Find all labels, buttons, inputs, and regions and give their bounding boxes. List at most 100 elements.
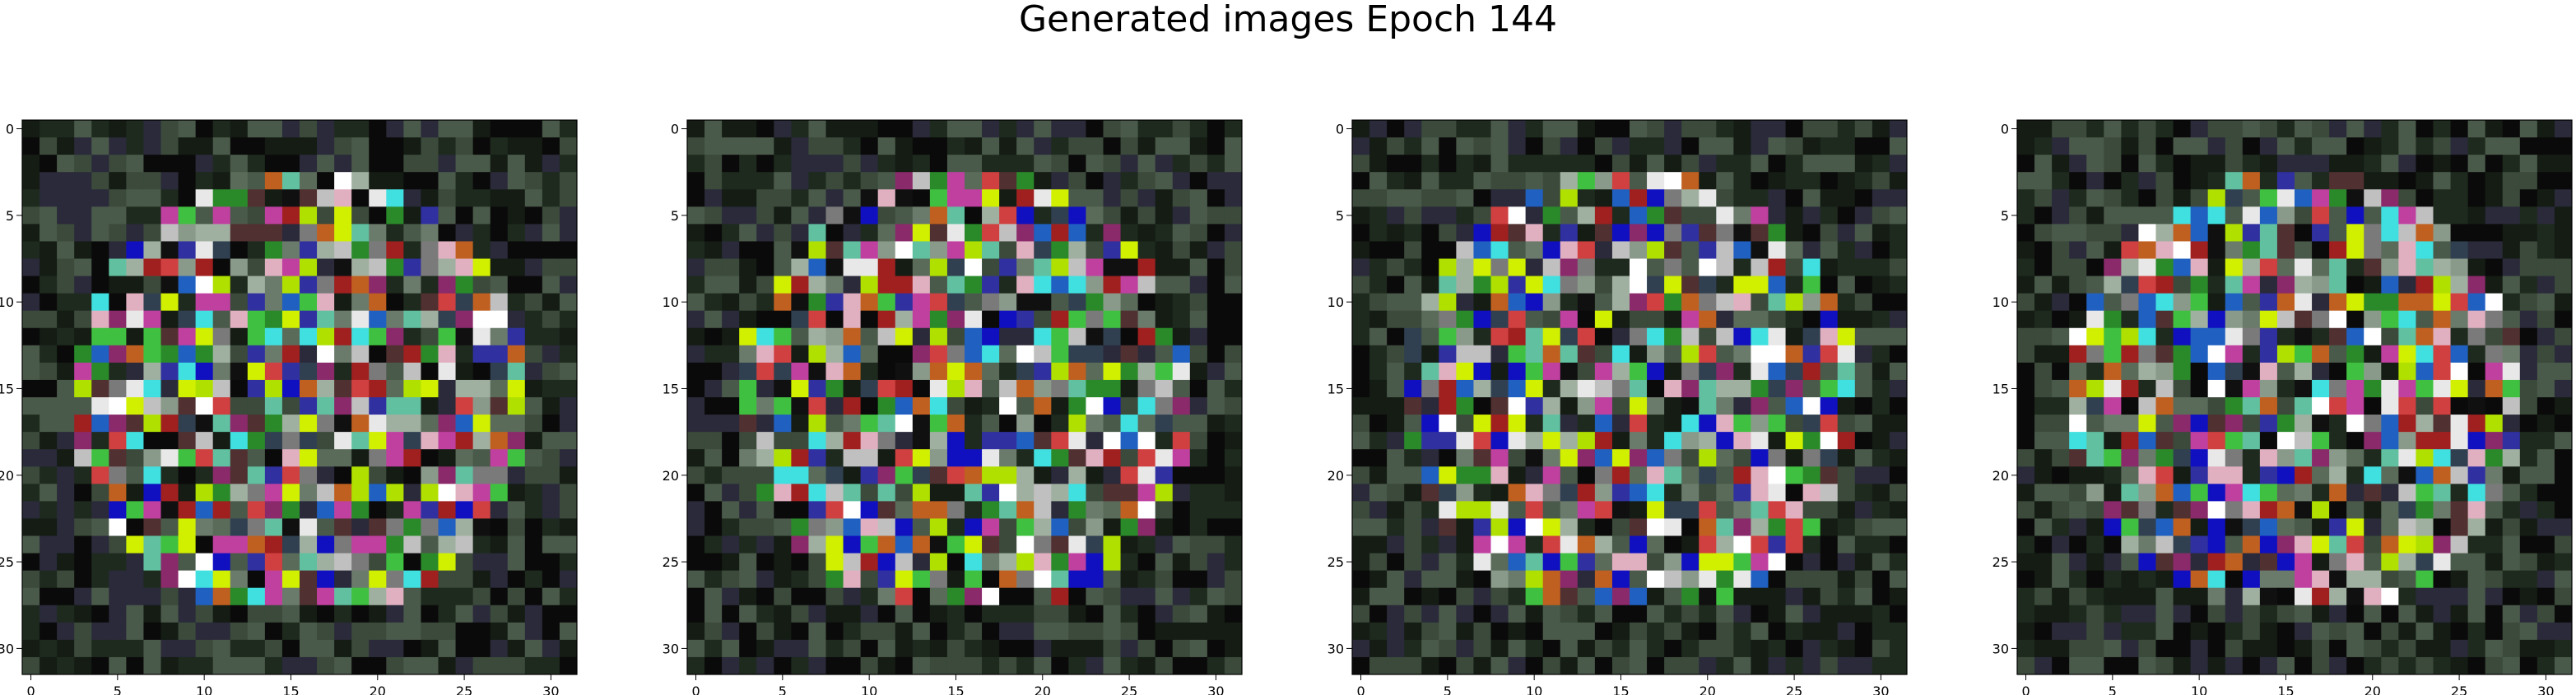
- pixel: [334, 605, 352, 623]
- pixel: [1387, 449, 1405, 467]
- pixel: [1716, 518, 1734, 536]
- pixel: [2416, 120, 2434, 138]
- pixel: [247, 137, 266, 155]
- pixel: [1611, 293, 1630, 312]
- pixel: [1681, 206, 1700, 225]
- pixel: [212, 362, 231, 381]
- pixel: [2536, 379, 2555, 398]
- pixel: [542, 484, 560, 502]
- pixel: [421, 432, 439, 450]
- pixel: [2554, 432, 2573, 450]
- pixel: [2398, 656, 2416, 675]
- pixel: [2069, 518, 2087, 536]
- pixel: [1820, 137, 1839, 155]
- pixel: [999, 397, 1017, 415]
- pixel: [774, 379, 792, 398]
- pixel: [281, 553, 300, 572]
- pixel: [1681, 345, 1700, 364]
- pixel: [126, 484, 144, 502]
- pixel: [843, 224, 862, 242]
- pixel: [2104, 605, 2122, 623]
- pixel: [126, 379, 144, 398]
- pixel: [2467, 518, 2486, 536]
- pixel: [1716, 362, 1734, 381]
- pixel: [982, 484, 1000, 502]
- pixel: [929, 656, 948, 675]
- pixel: [1224, 639, 1243, 658]
- pixel: [756, 379, 774, 398]
- pixel: [965, 258, 983, 277]
- pixel: [2155, 120, 2174, 138]
- pixel: [2225, 518, 2244, 536]
- pixel: [109, 137, 127, 155]
- pixel: [2086, 587, 2104, 606]
- pixel: [212, 484, 231, 502]
- pixel: [895, 587, 914, 606]
- pixel: [1681, 362, 1700, 381]
- pixel: [895, 466, 914, 484]
- pixel: [2450, 258, 2469, 277]
- pixel: [2329, 345, 2347, 364]
- pixel: [1751, 362, 1769, 381]
- pixel: [1352, 415, 1370, 433]
- pixel: [2416, 518, 2434, 536]
- pixel: [1051, 293, 1069, 312]
- pixel: [1872, 587, 1890, 606]
- pixel: [739, 224, 757, 242]
- pixel: [1155, 656, 1174, 675]
- pixel: [160, 501, 179, 519]
- pixel: [1681, 639, 1700, 658]
- pixel: [1854, 120, 1873, 138]
- pixel: [704, 587, 723, 606]
- pixel: [912, 415, 931, 433]
- pixel: [2155, 397, 2174, 415]
- pixel: [1172, 449, 1191, 467]
- pixel: [2259, 466, 2278, 484]
- pixel: [895, 570, 914, 589]
- pixel: [2554, 415, 2573, 433]
- pixel: [472, 587, 491, 606]
- pixel: [2485, 466, 2504, 484]
- pixel: [2433, 224, 2452, 242]
- pixel: [1508, 137, 1527, 155]
- x-tick-label: 20: [370, 683, 386, 695]
- pixel: [2467, 622, 2486, 641]
- pixel: [438, 206, 457, 225]
- pixel: [178, 570, 197, 589]
- pixel: [91, 155, 109, 173]
- pixel: [57, 327, 75, 346]
- pixel: [2173, 553, 2192, 572]
- pixel: [369, 310, 387, 329]
- pixel: [2398, 622, 2416, 641]
- pixel: [2207, 432, 2226, 450]
- pixel: [1889, 172, 1908, 190]
- pixel: [1224, 622, 1243, 641]
- pixel: [74, 622, 92, 641]
- pixel: [386, 484, 404, 502]
- pixel: [1837, 345, 1856, 364]
- pixel: [1611, 224, 1630, 242]
- pixel: [2138, 466, 2156, 484]
- pixel: [1508, 432, 1527, 450]
- pixel: [2364, 518, 2382, 536]
- pixel: [2173, 276, 2192, 294]
- pixel: [2104, 570, 2122, 589]
- pixel: [1716, 276, 1734, 294]
- pixel: [2346, 570, 2364, 589]
- pixel: [1034, 224, 1052, 242]
- pixel: [1456, 587, 1474, 606]
- pixel: [1086, 449, 1104, 467]
- pixel: [126, 276, 144, 294]
- pixel: [1086, 310, 1104, 329]
- pixel: [1611, 241, 1630, 259]
- pixel: [774, 172, 792, 190]
- pixel: [965, 137, 983, 155]
- pixel: [791, 639, 809, 658]
- pixel: [965, 656, 983, 675]
- pixel: [1207, 639, 1225, 658]
- x-tick-label: 30: [1872, 683, 1889, 695]
- pixel: [490, 570, 509, 589]
- pixel: [2104, 155, 2122, 173]
- pixel: [1352, 622, 1370, 641]
- pixel: [2207, 258, 2226, 277]
